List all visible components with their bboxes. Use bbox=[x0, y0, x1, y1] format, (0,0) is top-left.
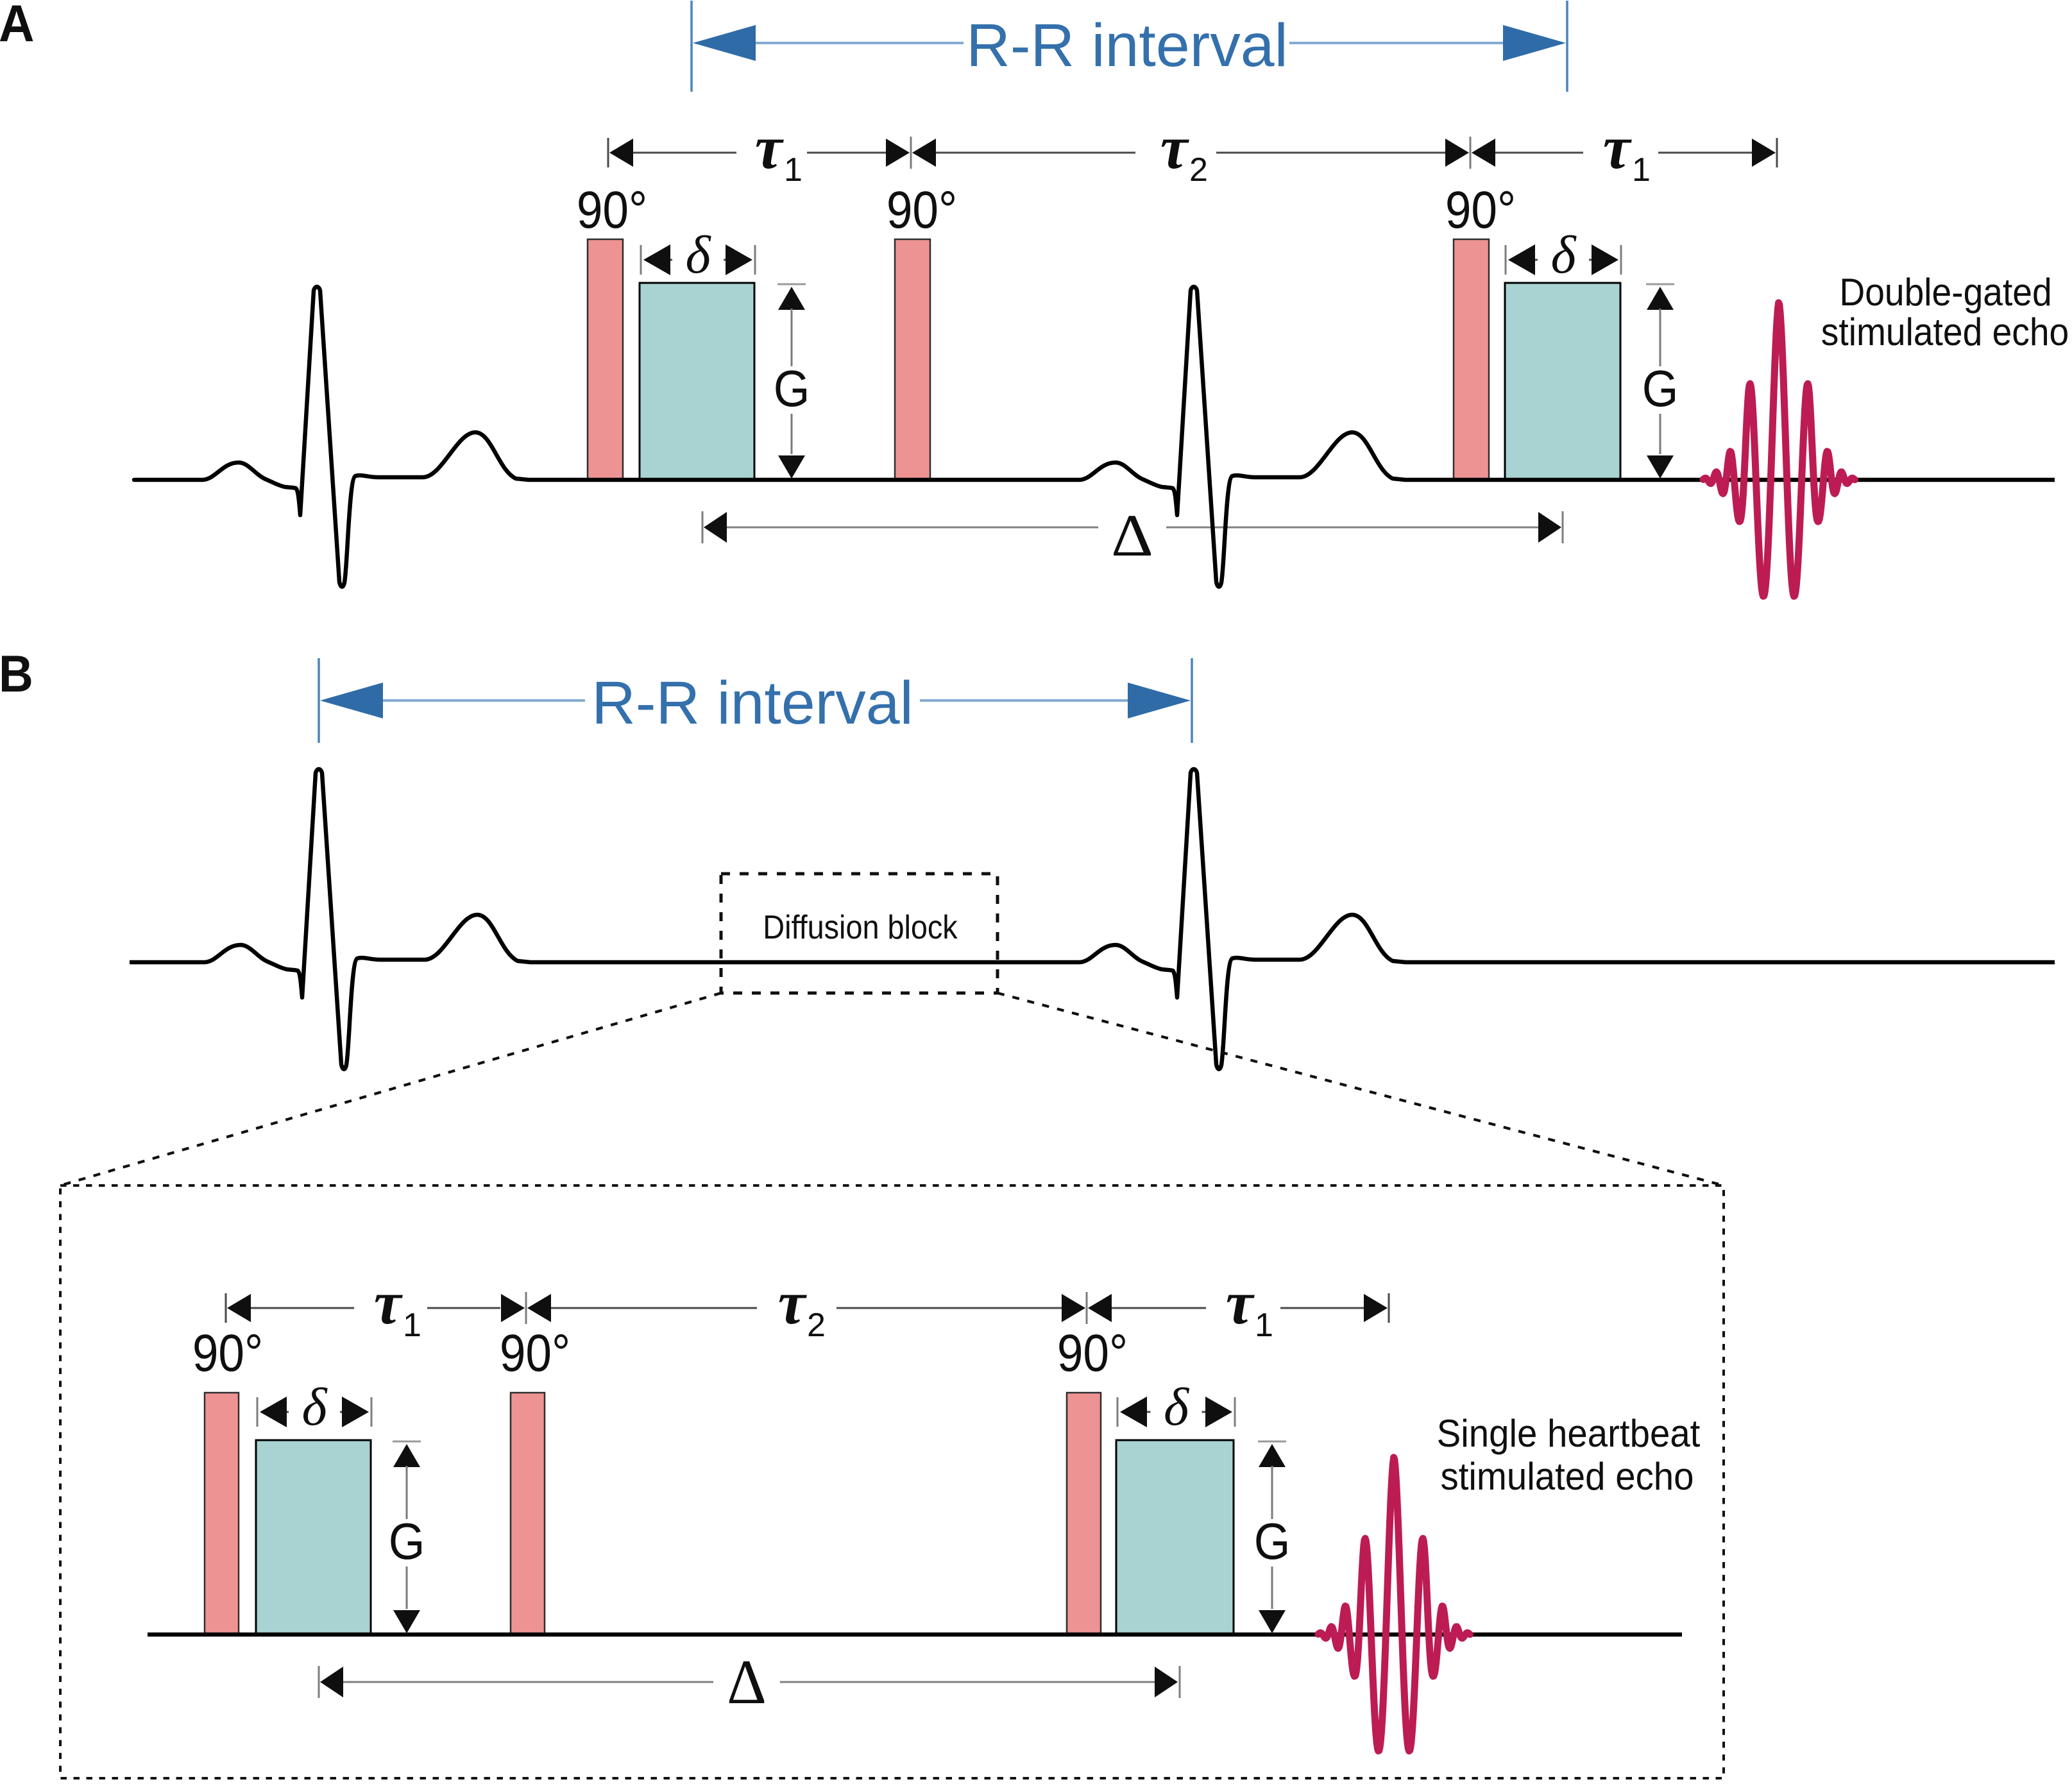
svg-text:G: G bbox=[389, 1513, 425, 1570]
svg-text:90°: 90° bbox=[500, 1324, 570, 1382]
svg-text:A: A bbox=[0, 0, 35, 52]
svg-text:δ: δ bbox=[1550, 225, 1577, 285]
svg-text:G: G bbox=[1254, 1513, 1291, 1570]
svg-text:B: B bbox=[0, 645, 33, 703]
svg-text:90°: 90° bbox=[577, 181, 647, 239]
svg-text:Double-gated: Double-gated bbox=[1839, 271, 2051, 314]
svg-text:τ: τ bbox=[1226, 1268, 1255, 1337]
svg-text:τ: τ bbox=[1160, 113, 1190, 182]
svg-text:1: 1 bbox=[403, 1307, 421, 1344]
svg-text:τ: τ bbox=[755, 113, 785, 182]
svg-text:Δ: Δ bbox=[727, 1647, 767, 1718]
svg-text:2: 2 bbox=[1189, 151, 1208, 189]
svg-text:R-R interval: R-R interval bbox=[966, 12, 1288, 80]
svg-text:stimulated echo: stimulated echo bbox=[1441, 1455, 1694, 1498]
svg-text:90°: 90° bbox=[192, 1324, 263, 1382]
svg-text:R-R interval: R-R interval bbox=[591, 669, 913, 737]
svg-text:δ: δ bbox=[301, 1377, 328, 1437]
svg-text:τ: τ bbox=[374, 1268, 403, 1337]
svg-text:δ: δ bbox=[685, 225, 711, 285]
svg-text:90°: 90° bbox=[1445, 181, 1516, 239]
svg-text:90°: 90° bbox=[887, 181, 957, 239]
svg-text:Δ: Δ bbox=[1111, 503, 1153, 569]
svg-text:G: G bbox=[774, 361, 810, 418]
svg-text:Diffusion block: Diffusion block bbox=[763, 909, 958, 946]
svg-text:2: 2 bbox=[807, 1307, 826, 1344]
svg-text:stimulated echo: stimulated echo bbox=[1821, 311, 2069, 354]
svg-text:τ: τ bbox=[1603, 113, 1633, 182]
svg-text:τ: τ bbox=[778, 1268, 808, 1337]
svg-text:1: 1 bbox=[1632, 151, 1651, 189]
svg-text:90°: 90° bbox=[1057, 1324, 1128, 1382]
svg-text:G: G bbox=[1642, 361, 1679, 418]
svg-text:1: 1 bbox=[1255, 1307, 1273, 1344]
svg-text:1: 1 bbox=[784, 151, 802, 189]
svg-text:Single heartbeat: Single heartbeat bbox=[1437, 1412, 1701, 1455]
svg-text:δ: δ bbox=[1164, 1377, 1190, 1437]
